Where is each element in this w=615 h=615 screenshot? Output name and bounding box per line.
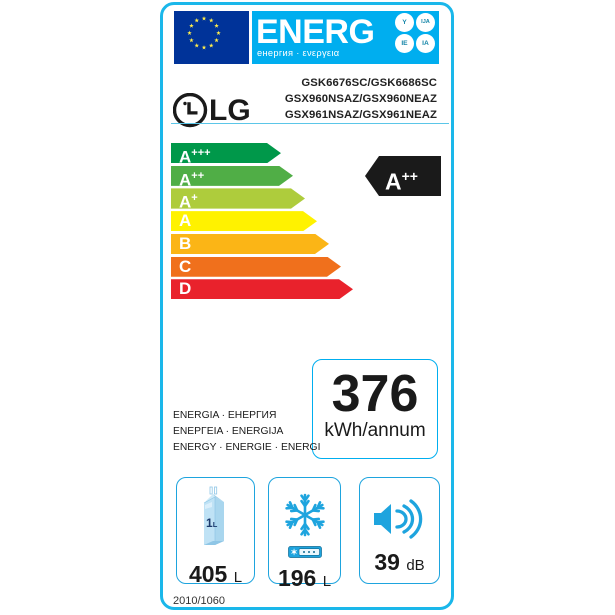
svg-text:✶: ✶ (290, 547, 297, 557)
